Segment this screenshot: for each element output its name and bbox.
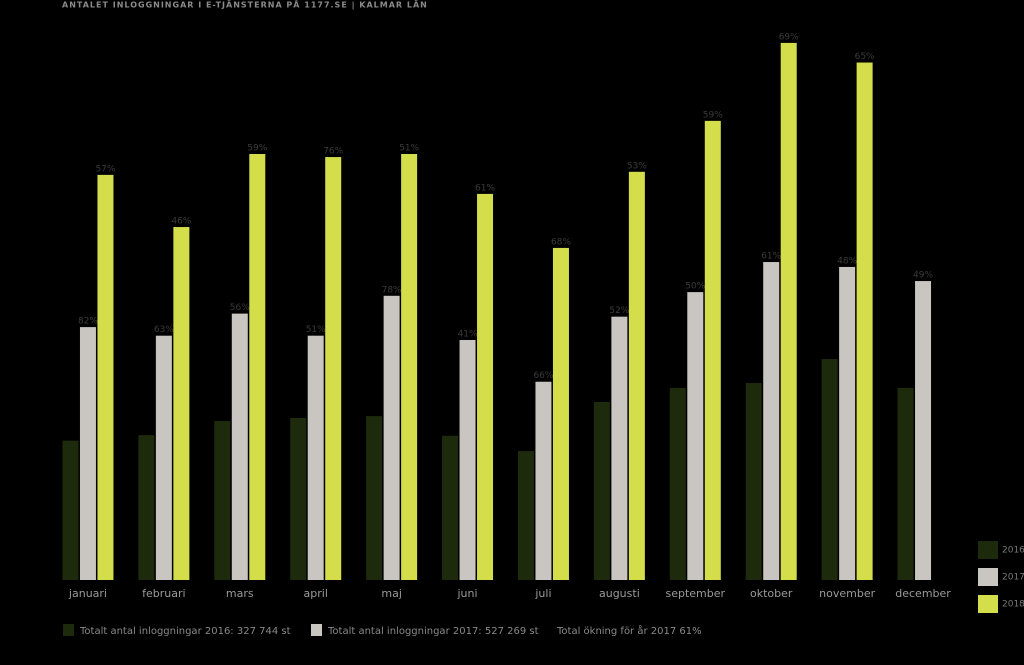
bar [290,417,307,580]
growth-label: 65% [855,52,875,62]
bar [593,401,610,580]
growth-label: 49% [913,271,933,281]
growth-label: 59% [247,144,267,154]
bar [628,171,645,580]
growth-label: 51% [399,144,419,154]
bar [155,335,172,580]
legend-swatch [978,568,998,586]
x-tick-label: april [304,587,328,600]
bar [442,435,459,580]
growth-label: 78% [382,285,402,295]
bar [459,339,476,580]
bar [401,154,418,580]
bar [611,316,628,580]
x-tick-label: februari [142,587,185,600]
bar [307,335,324,580]
footnote-swatch [311,624,322,636]
growth-label: 61% [761,252,781,262]
x-tick-label: september [666,587,726,600]
bar [138,435,155,580]
growth-label: 59% [703,110,723,120]
footnote: Totalt antal inloggningar 2016: 327 744 … [79,626,291,637]
legend-label: 2016 [1002,546,1024,556]
x-tick-label: oktober [750,587,793,600]
growth-label: 66% [533,371,553,381]
x-tick-label: december [895,587,951,600]
legend-label: 2018 [1002,600,1024,610]
x-tick-label: november [819,587,875,600]
bar [552,247,569,580]
bar [325,157,342,580]
bar [214,421,231,580]
bar [704,120,721,580]
legend-swatch [978,541,998,559]
x-tick-label: juni [457,587,478,600]
bar [249,154,266,580]
bar [366,416,383,580]
bar [517,451,534,580]
growth-label: 41% [458,329,478,339]
bar [62,440,79,580]
legend-label: 2017 [1002,573,1024,583]
footnote: Total ökning för år 2017 61% [556,624,702,637]
bar [383,295,400,580]
bar [231,313,248,580]
bar [97,174,114,580]
growth-label: 46% [171,217,191,227]
bar [763,262,780,580]
x-tick-label: maj [381,587,402,600]
x-tick-label: januari [68,587,107,600]
bar [745,382,762,580]
growth-label: 53% [627,161,647,171]
x-tick-label: mars [226,587,254,600]
x-tick-label: augusti [599,587,640,600]
growth-label: 68% [551,237,571,247]
growth-label: 52% [609,306,629,316]
legend-swatch [978,595,998,613]
bar [669,387,686,580]
growth-label: 69% [779,32,799,42]
bar [821,359,838,580]
bar [79,327,96,580]
growth-label: 51% [306,325,326,335]
x-tick-label: juli [534,587,551,600]
bar [173,227,190,581]
bar [477,193,494,580]
footnote: Totalt antal inloggningar 2017: 527 269 … [327,626,539,637]
growth-label: 61% [475,183,495,193]
bar [687,292,704,580]
growth-label: 48% [837,256,857,266]
growth-label: 82% [78,317,98,327]
chart-title: ANTALET INLOGGNINGAR I E-TJÄNSTERNA PÅ 1… [62,0,428,10]
bar [897,387,914,580]
growth-label: 76% [323,147,343,157]
bar [856,62,873,580]
bar [915,281,932,580]
bar [780,42,797,581]
growth-label: 50% [685,282,705,292]
growth-label: 56% [230,303,250,313]
growth-label: 63% [154,325,174,335]
bar [839,266,856,580]
growth-label: 57% [95,164,115,174]
bar [535,381,552,580]
footnote-swatch [63,624,74,636]
